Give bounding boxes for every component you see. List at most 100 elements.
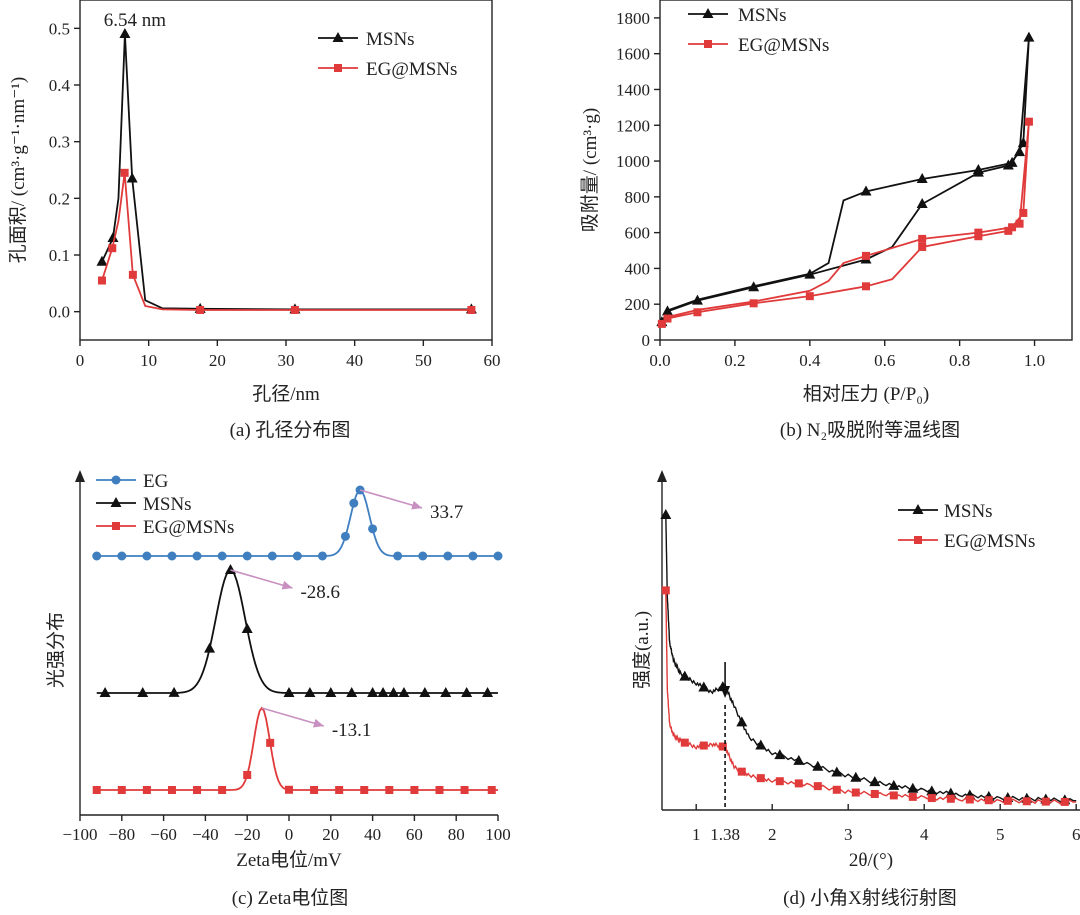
y-tick-label: 1000 xyxy=(616,152,650,171)
data-point xyxy=(168,686,180,697)
data-point xyxy=(92,786,101,794)
series-line xyxy=(665,516,1077,803)
data-point xyxy=(167,786,176,794)
x-tick-label: 20 xyxy=(322,825,339,844)
data-point xyxy=(1006,156,1018,167)
annotation-arrow-head xyxy=(411,500,423,510)
data-point xyxy=(285,785,293,794)
data-point xyxy=(419,687,431,697)
data-point xyxy=(698,681,710,692)
legend-item-marker xyxy=(110,497,122,507)
y-tick-label: 600 xyxy=(625,224,651,243)
series-EG: 33.7 xyxy=(92,485,503,561)
data-point xyxy=(927,794,936,803)
peak-annotation: 33.7 xyxy=(430,502,463,523)
data-point xyxy=(918,234,927,243)
data-point xyxy=(99,687,111,697)
legend-item-marker xyxy=(111,475,121,485)
data-point xyxy=(794,779,803,788)
data-point xyxy=(317,551,327,561)
data-point xyxy=(377,687,389,697)
data-point xyxy=(346,687,358,697)
legend: MSNs EG@MSNs xyxy=(898,501,1035,552)
legend-item-marker xyxy=(914,536,922,544)
data-point xyxy=(304,686,316,697)
series-line xyxy=(661,121,1030,325)
series-MSNs: -28.6 xyxy=(96,564,498,697)
series-line xyxy=(101,172,472,311)
y-tick-label: 1200 xyxy=(616,116,650,135)
data-point xyxy=(984,796,993,805)
data-point xyxy=(862,251,870,260)
x-tick-label: 40 xyxy=(364,825,381,844)
x-tick-label: 20 xyxy=(209,351,226,370)
y-tick-label: 1600 xyxy=(616,45,650,64)
plot-frame xyxy=(659,0,1073,341)
data-point xyxy=(805,292,814,301)
data-point xyxy=(965,795,974,804)
x-tick-label: 5 xyxy=(996,825,1005,844)
data-point xyxy=(410,786,419,794)
data-point xyxy=(468,551,478,561)
peak-annotation: -28.6 xyxy=(300,582,340,603)
data-point xyxy=(1014,146,1026,157)
x-tick-label: 60 xyxy=(484,351,501,370)
data-point xyxy=(1060,797,1069,806)
data-point xyxy=(418,551,428,561)
data-point xyxy=(349,498,359,508)
chart-d: 1 2 3 4 5 6 2θ/(°) 强度(a.u.) (d) 小角X射线衍射图 1.38 MSNs… xyxy=(631,470,1080,909)
series-line xyxy=(665,592,1077,805)
data-point xyxy=(367,687,379,697)
data-point xyxy=(1015,219,1024,228)
data-point xyxy=(889,791,898,800)
legend-label: EG@MSNs xyxy=(143,517,234,538)
legend-label: EG@MSNs xyxy=(944,531,1035,552)
y-tick-label: 1800 xyxy=(616,9,650,28)
data-point xyxy=(1024,117,1033,126)
x-tick-label: 2 xyxy=(768,825,777,844)
data-point xyxy=(972,164,984,174)
data-point xyxy=(325,687,337,697)
chart-caption: (b) N₂吸脱附等温线图 xyxy=(780,419,960,441)
annotation-arrow xyxy=(261,707,325,727)
peak-annotation: 6.54 nm xyxy=(104,10,167,31)
data-point xyxy=(775,777,784,786)
x-axis-label: 孔径/nm xyxy=(252,383,320,405)
data-point xyxy=(96,255,108,266)
x-tick-label: 60 xyxy=(406,825,423,844)
x-tick-label: 80 xyxy=(448,825,465,844)
data-point xyxy=(435,786,444,794)
data-point xyxy=(749,299,758,308)
data-point xyxy=(119,28,131,38)
y-axis-label: 吸附量/ (cm³·g) xyxy=(579,108,601,232)
data-point xyxy=(126,172,138,183)
data-point xyxy=(737,767,746,776)
legend-item-marker xyxy=(112,522,120,530)
data-point xyxy=(679,670,691,681)
data-point xyxy=(310,786,319,794)
data-point xyxy=(946,794,955,803)
x-tick-label: 100 xyxy=(485,825,511,844)
x-tick-label: 0.6 xyxy=(874,351,895,370)
annotation-arrow xyxy=(359,489,423,509)
series-line xyxy=(661,37,1030,323)
chart-caption: (a) 孔径分布图 xyxy=(230,419,351,441)
x-tick-label: 0.8 xyxy=(949,351,970,370)
data-point xyxy=(1003,796,1012,805)
series-line xyxy=(96,568,498,694)
peak-annotation: 1.38 xyxy=(710,825,740,844)
y-tick-label: 200 xyxy=(625,295,651,314)
data-point xyxy=(812,760,824,771)
data-point xyxy=(862,282,870,291)
x-tick-label: 4 xyxy=(920,825,929,844)
plot-frame xyxy=(79,0,493,341)
x-tick-label: 0.0 xyxy=(649,351,670,370)
x-tick-label: 0.2 xyxy=(724,351,745,370)
x-axis-label: Zeta电位/mV xyxy=(236,849,342,871)
legend-label: MSNs xyxy=(143,494,192,515)
data-point xyxy=(1008,223,1017,232)
data-point xyxy=(748,281,760,292)
data-point xyxy=(657,319,666,328)
data-point xyxy=(870,789,879,798)
data-point xyxy=(482,687,494,697)
